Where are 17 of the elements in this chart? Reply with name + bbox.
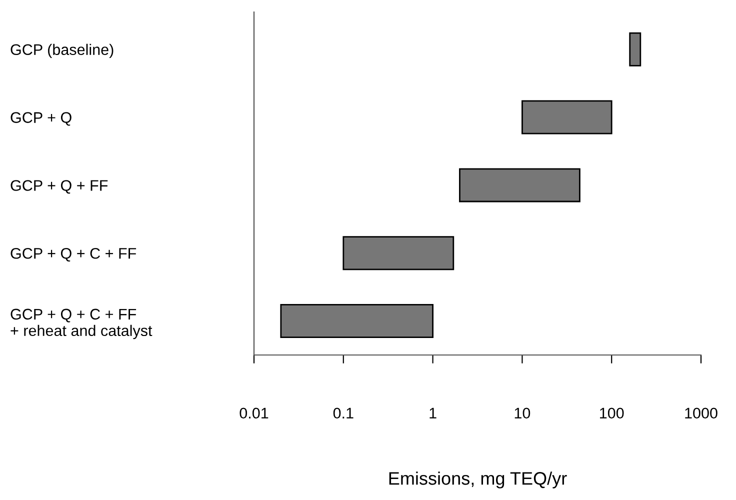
y-tick-label: GCP (baseline) xyxy=(10,44,114,58)
x-tick-label: 10 xyxy=(514,408,530,419)
x-tick-label: 100 xyxy=(600,408,624,419)
y-tick-label: GCP + Q + C + FF xyxy=(10,248,136,262)
x-axis-title: Emissions, mg TEQ/yr xyxy=(389,472,567,488)
x-tick-label: 1000 xyxy=(685,408,718,419)
bar xyxy=(342,236,454,270)
y-tick-label: GCP + Q + C + FF + reheat and catalyst xyxy=(10,308,152,340)
bar xyxy=(459,168,580,202)
bar xyxy=(522,100,612,134)
x-tick-label: 0.01 xyxy=(240,408,268,419)
x-tick-label: 1 xyxy=(430,408,436,418)
y-tick-label: GCP + Q + FF xyxy=(10,180,108,194)
bar xyxy=(629,32,642,66)
y-tick-label: GCP + Q xyxy=(10,112,72,126)
bar xyxy=(280,304,434,338)
x-tick-label: 0.1 xyxy=(333,408,354,419)
